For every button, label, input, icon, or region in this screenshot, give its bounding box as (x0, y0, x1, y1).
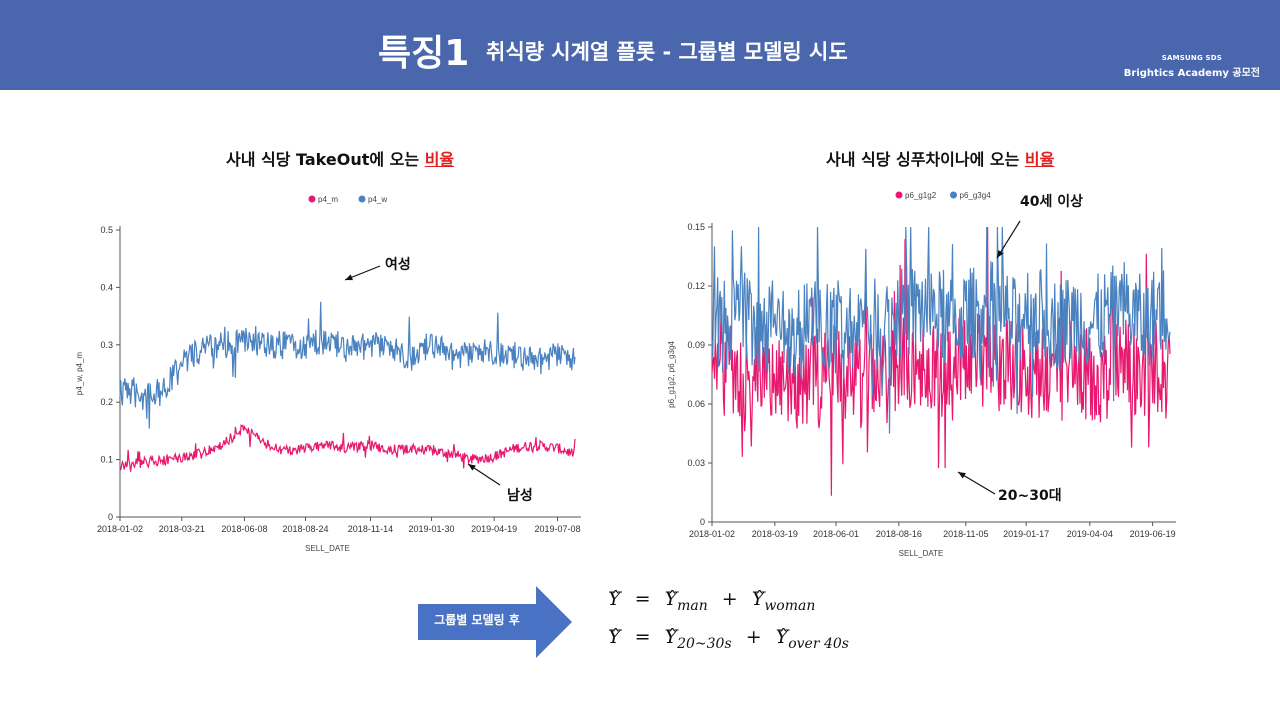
y-tick-label: 0.15 (687, 222, 705, 232)
y-tick-label: 0.1 (100, 455, 113, 465)
legend-marker-p6_g3g4 (950, 191, 957, 199)
series-line-p6_g3g4 (711, 226, 1171, 434)
left-subtitle-highlight: 비율 (424, 150, 455, 169)
formula-2-sub-1: 20~30s (677, 635, 732, 652)
arrow-label: 그룹별 모델링 후 (434, 613, 520, 627)
y-tick-label: 0.4 (100, 282, 113, 292)
legend-marker-p4_m (308, 195, 316, 203)
left-line-chart: 0 0.1 0.2 0.3 0.4 0.5 2018-01-02 2018-03-21 2018… (75, 195, 581, 553)
y-tick-label: 0 (700, 517, 705, 527)
formula-2-sub-2: over 40s (788, 635, 849, 652)
formula-1-term-1: Y (664, 588, 678, 610)
y-tick-label: 0.5 (100, 225, 113, 235)
x-axis-title: SELL_DATE (305, 544, 350, 553)
annotation-men: 남성 (507, 487, 533, 504)
series-line-p4_m (119, 423, 576, 472)
x-tick-label: 2019-01-30 (409, 524, 455, 534)
formula-2-lhs: Y (608, 626, 621, 648)
right-subtitle-text: 사내 식당 싱푸차이나에 오는 (826, 150, 1025, 169)
y-tick-label: 0.03 (687, 458, 705, 468)
x-tick-label: 2019-07-08 (535, 524, 581, 534)
formula-age: Ŷ = Ŷ20~30s + Ŷover 40s (608, 626, 849, 652)
x-tick-label: 2018-08-16 (876, 529, 922, 539)
annotation-20-30s: 20~30대 (998, 488, 1062, 504)
annotation-arrow-head (997, 250, 1004, 258)
x-tick-label: 2018-03-19 (752, 529, 798, 539)
y-tick-label: 0 (108, 512, 113, 522)
x-axis-title: SELL_DATE (899, 549, 944, 558)
annotation-arrow-head (345, 274, 353, 281)
brand-line-1: SAMSUNG SDS (1161, 54, 1223, 62)
y-tick-label: 0.12 (687, 281, 705, 291)
x-tick-label: 2018-08-24 (282, 524, 328, 534)
header-bar: 특징1 취식량 시계열 플롯 - 그룹별 모델링 시도 SAMSUNG SDS … (0, 0, 1280, 90)
annotation-over-40: 40세 이상 (1020, 193, 1083, 210)
y-tick-label: 0.3 (100, 340, 113, 350)
x-tick-label: 2018-11-05 (943, 529, 988, 539)
annotation-arrow-head (958, 472, 966, 479)
y-tick-label: 0.09 (687, 340, 705, 350)
series-line-p4_w (119, 301, 576, 429)
legend-label-p4_m: p4_m (318, 195, 338, 204)
x-tick-label: 2019-06-19 (1130, 529, 1176, 539)
annotation-arrow-head (468, 464, 476, 471)
x-tick-label: 2018-03-21 (159, 524, 205, 534)
formula-1-term-2: Y (751, 588, 765, 610)
right-chart-subtitle: 사내 식당 싱푸차이나에 오는 비율 (826, 146, 1054, 170)
page-title: 취식량 시계열 플롯 - 그룹별 모델링 시도 (486, 40, 848, 64)
right-arrow-shape (418, 586, 572, 658)
formula-1-lhs: Y (608, 588, 621, 610)
right-subtitle-highlight: 비율 (1024, 150, 1055, 169)
left-subtitle-text: 사내 식당 TakeOut에 오는 (226, 150, 425, 169)
legend-label-p4_w: p4_w (368, 195, 387, 204)
x-tick-label: 2018-01-02 (689, 529, 735, 539)
brand-line-2: Brightics Academy 공모전 (1123, 68, 1260, 79)
x-tick-label: 2019-04-04 (1067, 529, 1113, 539)
formula-1-sub-2: woman (764, 597, 816, 614)
y-tick-label: 0.2 (100, 397, 113, 407)
y-axis-title: p4_w, p4_m (75, 352, 84, 395)
formula-2-term-1: Y (664, 626, 678, 648)
series-line-p6_g1g2 (711, 226, 1171, 496)
legend-label-p6_g1g2: p6_g1g2 (905, 191, 937, 200)
x-tick-label: 2018-06-08 (221, 524, 267, 534)
left-chart-subtitle: 사내 식당 TakeOut에 오는 비율 (226, 146, 454, 170)
legend-marker-p4_w (358, 195, 366, 203)
right-line-chart: 0 0.03 0.06 0.09 0.12 0.15 2018-01-02 2018-03-1… (667, 191, 1176, 558)
formula-gender: Ŷ = Ŷman + Ŷwoman (608, 588, 816, 614)
y-axis-title: p6_g1g2, p6_g3g4 (667, 341, 676, 408)
x-tick-label: 2018-06-01 (813, 529, 859, 539)
x-tick-label: 2018-01-02 (97, 524, 143, 534)
formula-1-sub-1: man (677, 597, 708, 614)
annotation-women: 여성 (385, 256, 411, 273)
x-tick-label: 2019-04-19 (471, 524, 517, 534)
y-tick-label: 0.06 (687, 399, 705, 409)
brand-logo: SAMSUNG SDS Brightics Academy 공모전 (1124, 54, 1260, 79)
x-tick-label: 2018-11-14 (348, 524, 393, 534)
x-tick-label: 2019-01-17 (1003, 529, 1049, 539)
formula-2-term-2: Y (775, 626, 789, 648)
feature-label: 특징1 (378, 33, 470, 74)
legend-label-p6_g3g4: p6_g3g4 (960, 191, 992, 200)
legend-marker-p6_g1g2 (895, 191, 903, 199)
